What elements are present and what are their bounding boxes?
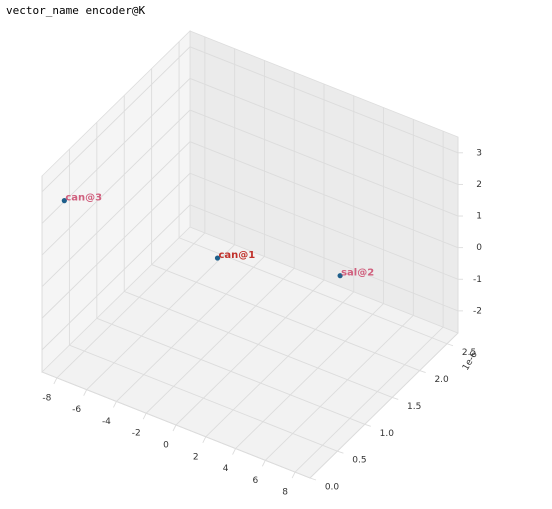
grid-line <box>96 122 365 425</box>
z-tick-label: 3 <box>476 148 482 158</box>
grid-line <box>178 41 448 345</box>
z-tick-label: 1 <box>476 212 482 222</box>
y-axis-line <box>309 332 459 479</box>
tick-mark <box>364 423 371 427</box>
y-tick-label: 2.5 <box>462 348 476 358</box>
grid-line <box>41 141 459 287</box>
y-tick-label: 2.0 <box>434 375 449 385</box>
grid-line <box>56 36 206 379</box>
y-tick-label: 0.5 <box>352 456 366 466</box>
point <box>61 198 67 204</box>
grid-line <box>41 46 459 193</box>
grid-line <box>145 72 295 414</box>
tick-mark <box>113 401 117 408</box>
x-tick-label: -2 <box>132 429 141 439</box>
grid-line <box>175 84 325 426</box>
grid-line <box>68 149 338 452</box>
tick-mark <box>142 413 147 420</box>
x-tick-label: -4 <box>102 417 111 427</box>
tick-mark <box>232 448 236 455</box>
x-tick-label: 8 <box>282 488 288 498</box>
grid-line <box>116 60 265 402</box>
tick-mark <box>53 377 58 385</box>
y-tick-label: 1.5 <box>407 402 421 412</box>
x-tick-label: -8 <box>42 393 51 403</box>
z-tick-label: 2 <box>476 180 482 190</box>
z-tick-label: -1 <box>473 275 482 285</box>
x-tick-label: 4 <box>223 464 229 474</box>
x-axis-line <box>41 371 311 479</box>
z-tick-label: -2 <box>473 306 482 316</box>
point-label: can@3 <box>65 193 102 204</box>
tick-mark <box>172 424 177 432</box>
grid-line <box>123 95 393 398</box>
tick-mark <box>337 450 344 454</box>
tick-mark <box>83 389 88 396</box>
point-label: sal@2 <box>341 268 374 279</box>
grid-line <box>265 119 414 461</box>
x-tick-label: 6 <box>252 476 258 486</box>
tick-mark <box>291 471 296 479</box>
x-tick-label: -6 <box>72 405 81 415</box>
chart-title: vector_name encoder@K <box>6 4 145 17</box>
z-tick-label: 0 <box>476 243 482 253</box>
tick-mark <box>419 370 426 374</box>
grid-line <box>41 204 459 351</box>
grid-line <box>41 77 459 224</box>
grid-line <box>41 172 459 319</box>
y-tick-label: 1.0 <box>380 429 395 439</box>
grid-line <box>294 131 444 473</box>
tick-mark <box>392 397 399 400</box>
grid-line <box>205 95 355 438</box>
tick-mark <box>446 343 454 347</box>
grid-line <box>235 107 385 449</box>
tick-mark <box>202 436 207 443</box>
point <box>214 255 221 261</box>
x-tick-label: 0 <box>163 441 169 451</box>
grid-line <box>151 68 420 372</box>
point <box>337 273 343 279</box>
y-tick-label: 0.0 <box>325 483 340 493</box>
grid-line <box>86 48 236 390</box>
tick-mark <box>261 460 266 467</box>
point-label: can@1 <box>218 250 255 261</box>
x-tick-label: 2 <box>193 452 199 462</box>
tick-mark <box>309 477 317 481</box>
grid-line <box>41 109 459 256</box>
